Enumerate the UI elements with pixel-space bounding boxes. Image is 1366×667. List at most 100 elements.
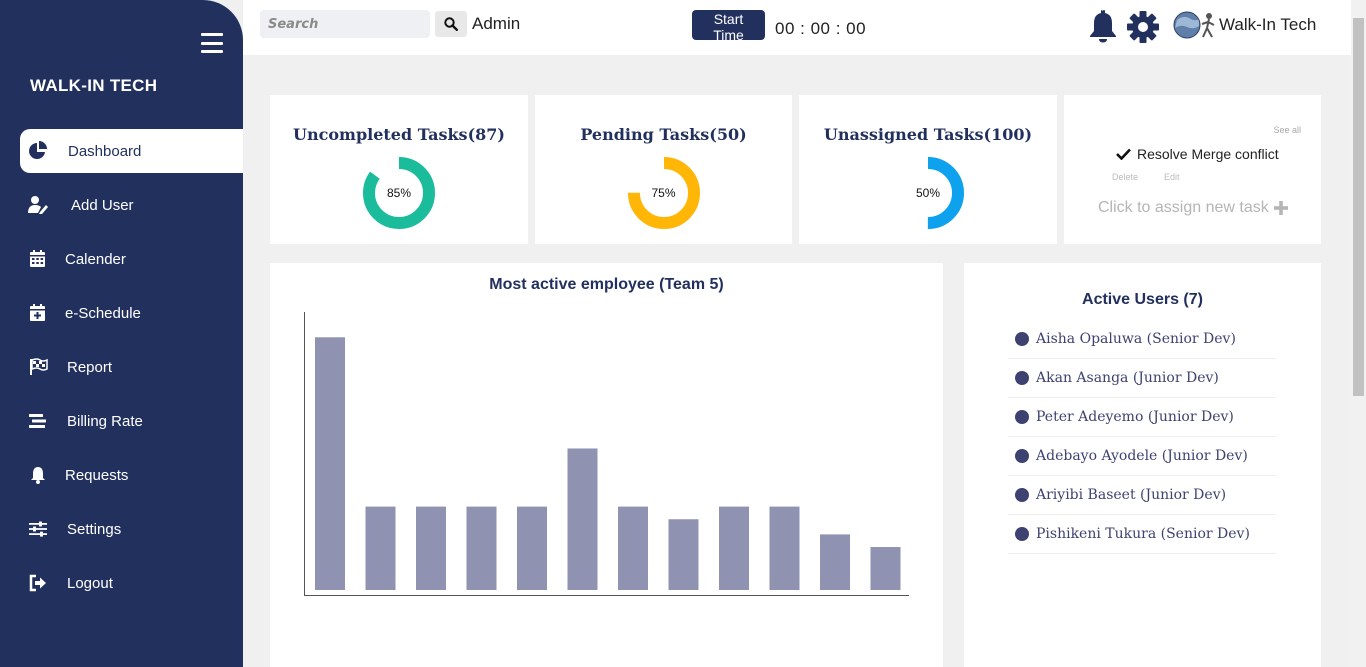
sidebar-item-dashboard[interactable]: Dashboard [20,129,243,173]
progress-donut [892,157,964,229]
header-brand: Walk-In Tech [1219,15,1317,34]
calendar-icon [30,250,45,267]
admin-label: Admin [472,14,521,33]
chart-bar [567,448,598,590]
status-dot [1015,410,1029,424]
user-name: Pishikeni Tukura (Senior Dev) [1036,526,1250,542]
sidebar-item-label: Logout [67,574,113,592]
user-name: Aisha Opaluwa (Senior Dev) [1036,331,1236,347]
user-edit-icon [28,196,48,214]
todo-task[interactable]: Resolve Merge conflict [1116,146,1279,162]
sidebar-item-label: Report [67,358,113,376]
delete-task-link[interactable]: Delete [1112,172,1139,182]
list-item[interactable]: Peter Adeyemo (Junior Dev) [1008,398,1276,437]
chart-bar [517,506,547,590]
stat-title: Uncompleted Tasks(87) [293,125,505,144]
search-button[interactable] [435,11,467,37]
chart-bar [870,547,901,590]
status-dot [1015,332,1029,346]
page-scrollbar[interactable] [1351,0,1366,667]
unassigned-tasks-card: Unassigned Tasks(100) 50% [799,95,1057,244]
progress-donut [627,157,700,229]
assign-new-task-button[interactable]: Click to assign new task [1098,199,1288,217]
top-header: Admin Start Time 00 : 00 : 00 Walk-In Te… [243,0,1351,55]
stat-title: Unassigned Tasks(100) [823,125,1033,144]
list-item[interactable]: Ariyibi Baseet (Junior Dev) [1008,476,1276,515]
plus-icon [1273,201,1288,215]
edit-task-link[interactable]: Edit [1164,172,1180,182]
sliders-icon [29,521,47,537]
sidebar-item-settings[interactable]: Settings [0,507,243,551]
todo-task-label: Resolve Merge conflict [1137,146,1279,162]
hamburger-menu-icon[interactable] [201,33,223,53]
sidebar-item-label: Dashboard [68,142,142,160]
stream-icon [29,414,46,428]
sidebar-item-label: e-Schedule [65,304,141,322]
status-dot [1015,449,1029,463]
see-all-link[interactable]: See all [1273,125,1301,135]
sidebar-item-logout[interactable]: Logout [0,561,243,605]
sidebar-item-label: Add User [71,196,134,214]
sidebar-item-label: Settings [67,520,122,538]
bar-chart [304,312,909,596]
status-dot [1015,527,1029,541]
start-time-button[interactable]: Start Time [692,10,765,43]
chart-bar [719,506,749,590]
donut-percent-label: 85% [386,186,412,200]
timer-display: 00 : 00 : 00 [775,19,867,38]
sidebar: WALK-IN TECH Dashboard Add User [0,0,243,667]
list-item[interactable]: Aisha Opaluwa (Senior Dev) [1008,320,1276,359]
scrollbar-thumb[interactable] [1353,18,1364,396]
sign-out-icon [29,574,46,592]
calendar-plus-icon [30,304,45,321]
sidebar-item-billing-rate[interactable]: Billing Rate [0,399,243,443]
donut-percent-label: 75% [651,186,676,200]
user-name: Akan Asanga (Junior Dev) [1036,370,1219,386]
chart-bar [416,506,446,590]
sidebar-item-label: Billing Rate [67,412,143,430]
sidebar-item-label: Calender [65,250,126,268]
chart-bar [466,506,497,590]
list-item[interactable]: Pishikeni Tukura (Senior Dev) [1008,515,1276,554]
status-dot [1015,488,1029,502]
search-icon [444,17,458,31]
sidebar-item-requests[interactable]: Requests [0,453,243,497]
list-item[interactable]: Akan Asanga (Junior Dev) [1008,359,1276,398]
user-name: Adebayo Ayodele (Junior Dev) [1036,448,1248,464]
sidebar-item-calender[interactable]: Calender [0,237,243,281]
flag-checkered-icon [30,358,48,375]
check-icon [1116,148,1131,160]
list-item[interactable]: Adebayo Ayodele (Junior Dev) [1008,437,1276,476]
sidebar-nav: Dashboard Add User Cale [0,129,243,615]
chart-bar [668,519,699,590]
donut-progress-arc [363,157,435,229]
sidebar-item-report[interactable]: Report [0,345,243,389]
status-dot [1015,371,1029,385]
progress-donut [363,157,435,229]
active-users-list: Aisha Opaluwa (Senior Dev) Akan Asanga (… [1008,320,1276,554]
search-input[interactable] [260,10,430,38]
sidebar-item-label: Requests [65,466,129,484]
donut-progress-arc [892,157,964,229]
chart-bar [365,506,396,590]
bell-icon [31,467,45,484]
chart-title: Most active employee (Team 5) [489,276,724,293]
chart-bar [315,337,345,590]
settings-gear-icon[interactable] [1126,10,1160,44]
user-name: Ariyibi Baseet (Junior Dev) [1036,487,1227,503]
user-name: Peter Adeyemo (Junior Dev) [1036,409,1234,425]
pending-tasks-card: Pending Tasks(50) 75% [535,95,792,244]
chart-bar [618,506,648,590]
donut-percent-label: 50% [915,186,941,200]
walk-in-tech-logo-icon [1173,11,1215,39]
uncompleted-tasks-card: Uncompleted Tasks(87) 85% [270,95,528,244]
donut-progress-arc [627,157,700,229]
most-active-employee-card: Most active employee (Team 5) [270,263,943,667]
sidebar-item-add-user[interactable]: Add User [0,183,243,227]
notification-bell-icon[interactable] [1087,9,1119,43]
sidebar-brand: WALK-IN TECH [30,76,158,95]
sidebar-item-e-schedule[interactable]: e-Schedule [0,291,243,335]
active-users-title: Active Users (7) [1082,291,1203,308]
assign-new-task-label: Click to assign new task [1098,199,1269,216]
pie-chart-icon [29,141,47,159]
